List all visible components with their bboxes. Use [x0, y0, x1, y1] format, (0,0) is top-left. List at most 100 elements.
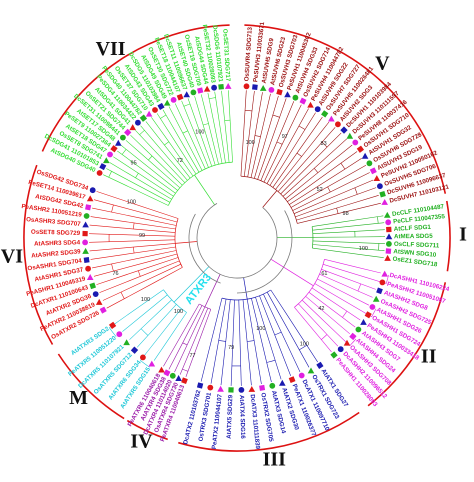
leaf-marker [384, 211, 391, 218]
leaf-marker [381, 270, 388, 277]
leaf-marker [379, 190, 386, 198]
leaf-label: OsCLF SDG711 [394, 241, 440, 250]
leaf-marker [340, 126, 348, 134]
leaf-marker [158, 366, 165, 373]
leaf-marker [197, 87, 204, 94]
leaf-marker [120, 134, 126, 141]
leaf-marker [355, 326, 362, 333]
leaf-marker [384, 254, 391, 261]
leaf-marker [82, 247, 89, 254]
bootstrap-value: 100 [246, 140, 255, 146]
leaf-marker [386, 241, 392, 247]
leaf-marker [82, 239, 88, 246]
leaf-marker [379, 279, 386, 286]
leaf-marker [157, 102, 165, 110]
bootstrap-value: 52 [317, 187, 323, 193]
tree-branches [89, 90, 389, 386]
leaf-marker [335, 121, 341, 128]
leaf-label: OsSET8 SDG729 [31, 229, 81, 237]
leaf-label: AtATX5 SDG29 [226, 394, 235, 439]
leaf-marker [243, 83, 250, 90]
leaf-marker [95, 298, 103, 305]
leaf-marker [386, 226, 392, 233]
leaf-marker [163, 369, 171, 377]
bootstrap-value: 83 [321, 141, 327, 147]
bootstrap-value: 42 [318, 306, 324, 312]
leaf-marker [343, 339, 351, 346]
leaf-marker [314, 106, 321, 113]
leaf-label: OsSUVR4 SDG713 [243, 26, 253, 81]
leaf-marker [89, 187, 96, 194]
leaf-marker [321, 110, 329, 118]
leaf-marker [123, 339, 130, 346]
bootstrap-value: 79 [228, 345, 234, 351]
leaf-marker [85, 204, 92, 211]
leaf-marker [218, 83, 224, 90]
leaf-marker [377, 183, 383, 190]
leaf-label: PeATX2 110044107 [211, 393, 224, 449]
leaf-marker [352, 139, 359, 146]
leaf-marker [217, 385, 224, 392]
leaf-marker [82, 230, 88, 237]
clade-arc-iii [178, 411, 360, 452]
leaf-marker [181, 377, 188, 385]
leaf-marker [129, 124, 136, 131]
leaf-label: AtASHR2 SDG39 [31, 248, 81, 259]
leaf-label: AtASHR3 SDG4 [34, 239, 81, 247]
bootstrap-value: 76 [112, 271, 118, 277]
leaf-marker [360, 319, 367, 325]
clade-arcs [23, 24, 451, 452]
leaf-label: OsSET31 SDG717 [221, 29, 231, 82]
leaf-marker [385, 233, 393, 240]
leaf-marker [328, 115, 335, 122]
leaf-label: AtSWN SDG10 [393, 248, 437, 259]
leaf-marker [269, 382, 276, 389]
leaf-marker [203, 85, 211, 92]
bootstrap-value: 72 [177, 158, 183, 164]
bootstrap-value: 99 [139, 233, 145, 239]
leaf-marker [307, 101, 314, 108]
leaf-markers [82, 83, 393, 393]
leaf-marker [337, 346, 344, 353]
clade-arc-i [446, 200, 451, 272]
bootstrap-value: 100 [300, 342, 309, 348]
clade-label-vii: VII [96, 38, 126, 60]
leaf-marker [175, 375, 182, 381]
leaf-marker [163, 99, 171, 106]
leaf-marker [99, 163, 107, 171]
leaf-marker [366, 160, 373, 167]
leaf-marker [139, 114, 148, 122]
clade-label-v: V [375, 52, 390, 74]
leaf-marker [299, 97, 307, 105]
leaf-marker [284, 91, 291, 98]
leaf-marker [211, 84, 218, 91]
clade-arc-m [57, 353, 125, 420]
leaf-marker [228, 387, 234, 393]
leaf-marker [361, 152, 369, 159]
bootstrap-value: 100 [195, 129, 204, 135]
leaf-marker [85, 265, 91, 272]
leaf-marker [385, 248, 392, 254]
clade-label-i: I [459, 224, 467, 246]
leaf-marker [108, 321, 117, 330]
leaf-marker [152, 107, 158, 113]
leaf-marker [82, 221, 89, 228]
leaf-marker [183, 91, 190, 98]
leaf-marker [279, 379, 286, 386]
bootstrap-value: 95 [131, 160, 137, 166]
leaf-marker [99, 306, 107, 314]
clade-label-m: M [69, 387, 88, 409]
leaf-marker [190, 89, 197, 96]
leaf-marker [248, 386, 256, 392]
leaf-marker [96, 170, 103, 176]
bootstrap-value: 98 [343, 211, 349, 217]
leaf-marker [170, 97, 177, 103]
leaf-marker [349, 332, 357, 341]
leaf-marker [224, 83, 232, 89]
leaf-marker [116, 331, 123, 338]
leaf-marker [83, 257, 90, 263]
clade-label-iv: IV [130, 430, 153, 452]
leaf-marker [252, 84, 258, 90]
